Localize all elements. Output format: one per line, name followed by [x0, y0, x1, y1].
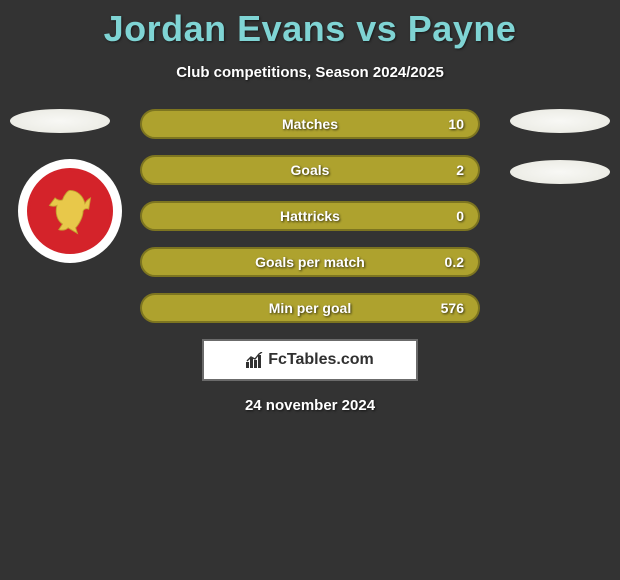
stat-bar: Hattricks 0 [140, 201, 480, 231]
player-right-badge-placeholder-1 [510, 109, 610, 133]
brand-box: FcTables.com [202, 339, 418, 381]
player-right-badge-placeholder-2 [510, 160, 610, 184]
stat-value: 576 [441, 300, 464, 316]
stat-bars: Matches 10 Goals 2 Hattricks 0 Goals per… [140, 109, 480, 323]
stat-bar: Goals 2 [140, 155, 480, 185]
stats-area: Matches 10 Goals 2 Hattricks 0 Goals per… [0, 109, 620, 414]
stat-bar: Matches 10 [140, 109, 480, 139]
stat-label: Min per goal [269, 300, 351, 316]
page-subtitle: Club competitions, Season 2024/2025 [176, 64, 444, 81]
stat-value: 10 [448, 116, 464, 132]
stat-label: Matches [282, 116, 338, 132]
player-left-badge-placeholder [10, 109, 110, 133]
brand-label: FcTables.com [268, 351, 374, 369]
bar-chart-icon [246, 352, 264, 368]
stat-bar: Goals per match 0.2 [140, 247, 480, 277]
stat-label: Goals per match [255, 254, 365, 270]
stat-value: 0 [456, 208, 464, 224]
stat-label: Goals [291, 162, 330, 178]
infographic-root: Jordan Evans vs Payne Club competitions,… [0, 0, 620, 414]
club-crest [18, 159, 122, 263]
page-title: Jordan Evans vs Payne [104, 8, 517, 50]
crest-icon [27, 168, 113, 254]
stat-bar: Min per goal 576 [140, 293, 480, 323]
stat-value: 0.2 [445, 254, 464, 270]
stat-value: 2 [456, 162, 464, 178]
stat-label: Hattricks [280, 208, 340, 224]
date-label: 24 november 2024 [0, 397, 620, 414]
